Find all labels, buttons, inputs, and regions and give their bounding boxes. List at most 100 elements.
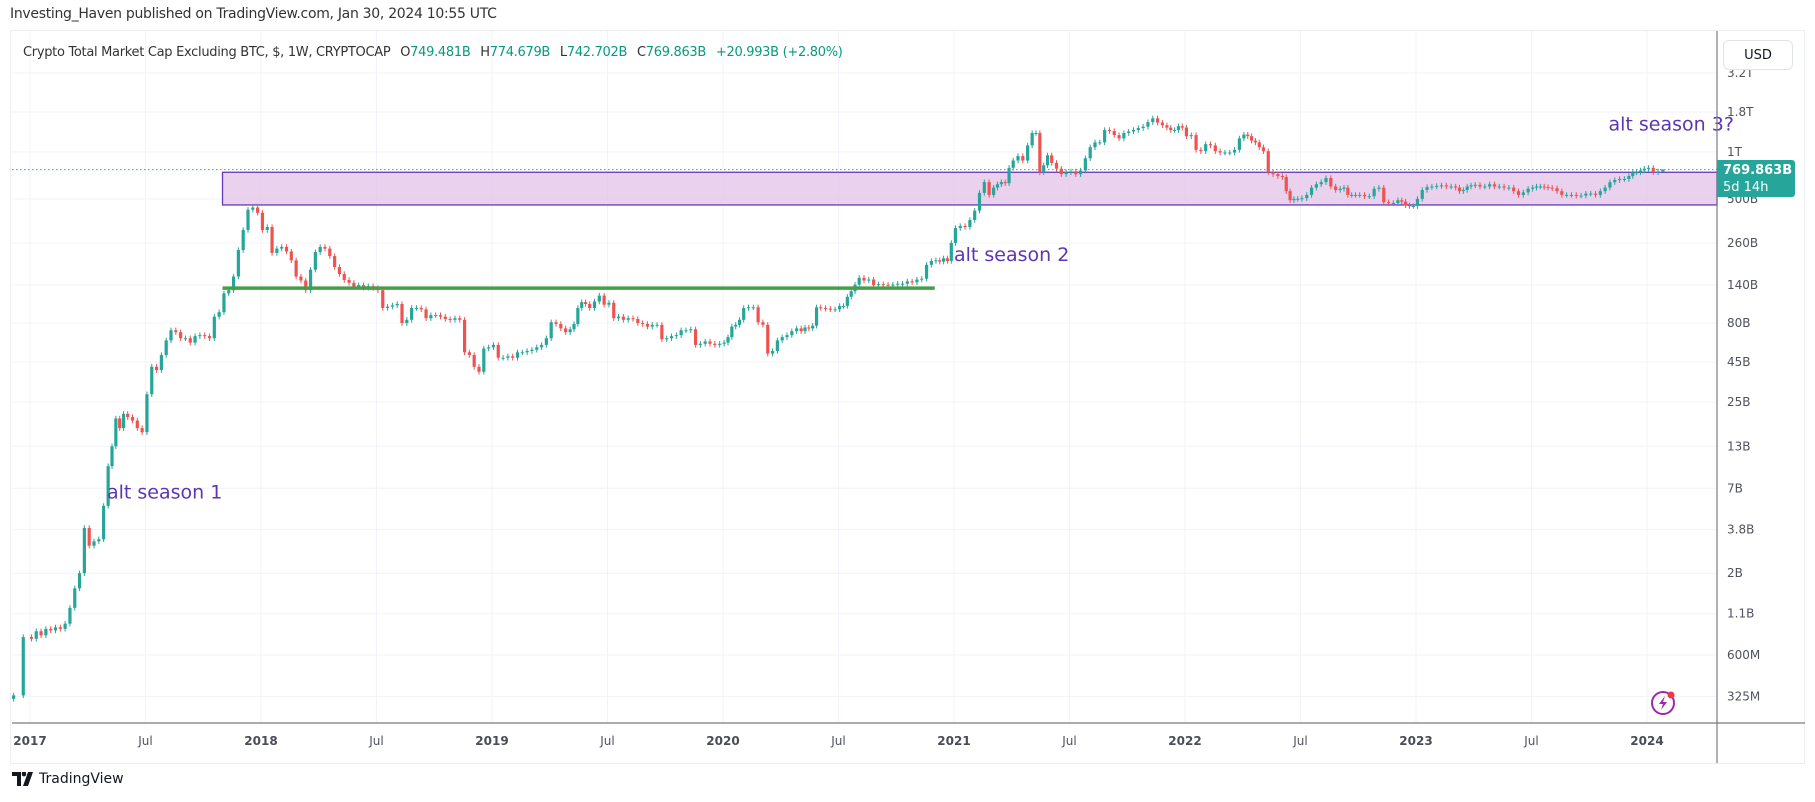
candle-body	[945, 258, 950, 261]
candle-body	[1026, 145, 1030, 161]
candle-body	[1213, 145, 1217, 152]
candle-body	[849, 291, 853, 297]
candle	[21, 634, 25, 699]
candle-body	[636, 318, 640, 324]
candle	[1131, 127, 1136, 135]
candle-body	[1093, 142, 1097, 148]
candle-body	[1194, 135, 1198, 150]
candle-body	[164, 340, 168, 355]
candle-body	[1521, 192, 1525, 195]
candle-body	[905, 281, 909, 284]
candle-body	[1131, 130, 1136, 132]
candle-body	[227, 290, 231, 294]
candle	[544, 335, 548, 348]
candle	[114, 415, 118, 450]
candle	[1350, 192, 1354, 198]
candle	[1638, 167, 1643, 176]
candle	[1074, 168, 1078, 177]
brand-name: TradingView	[39, 771, 124, 787]
candle	[1613, 177, 1617, 185]
candle	[1478, 182, 1482, 190]
candle	[857, 275, 861, 288]
candle-body	[150, 366, 154, 395]
price-tick-label: 7B	[1727, 481, 1743, 495]
candle-body	[1246, 134, 1250, 137]
candle	[323, 244, 327, 252]
candle	[1064, 169, 1068, 177]
candle-body	[1449, 186, 1453, 188]
candle	[1309, 184, 1314, 198]
overlay-lines	[12, 169, 1717, 290]
candle	[1136, 125, 1140, 133]
candle-body	[1034, 133, 1038, 135]
candle	[1093, 139, 1097, 151]
time-tick-label: Jul	[599, 734, 614, 748]
candle-body	[63, 623, 67, 629]
candle-body	[1141, 126, 1145, 129]
candle-body	[1478, 184, 1482, 187]
candle-body	[1165, 125, 1169, 128]
candle-body	[938, 260, 942, 262]
candle	[1603, 184, 1607, 194]
candle-body	[775, 340, 779, 352]
candle-body	[323, 246, 327, 249]
candle-body	[679, 330, 683, 336]
candle	[1617, 176, 1622, 183]
lightning-circle-icon[interactable]	[1651, 691, 1675, 715]
candle	[973, 208, 977, 223]
ohlc-change: +20.993B (+2.80%)	[715, 45, 843, 60]
candle-body	[1338, 188, 1342, 190]
candle-body	[1155, 118, 1160, 123]
candle	[29, 634, 34, 642]
candle-body	[1627, 176, 1631, 180]
candle	[1324, 175, 1328, 185]
candle	[1199, 147, 1203, 154]
candle	[63, 621, 67, 632]
candle	[607, 300, 611, 308]
candle-body	[1054, 162, 1059, 169]
currency-button[interactable]: USD	[1723, 40, 1793, 70]
candle	[602, 292, 606, 308]
candle-body	[1122, 133, 1126, 139]
footer-brand[interactable]: TradingView	[12, 771, 124, 787]
candle	[1261, 144, 1266, 154]
candle	[102, 503, 106, 543]
candle	[496, 342, 500, 361]
candle-body	[1617, 179, 1622, 181]
candle-body	[1250, 136, 1254, 141]
ohlc-high: H774.679B	[480, 45, 551, 60]
candle-body	[1411, 205, 1415, 207]
candle	[795, 325, 799, 334]
candle-body	[1112, 131, 1116, 136]
candle-body	[1232, 149, 1237, 153]
candle-body	[1469, 185, 1473, 187]
candle	[443, 313, 447, 322]
candle-body	[621, 316, 625, 320]
candle	[949, 240, 953, 264]
candle-body	[1457, 187, 1462, 192]
candle-body	[515, 352, 520, 358]
candle-body	[576, 307, 580, 324]
chart-frame	[10, 30, 1805, 764]
candle	[1284, 174, 1288, 194]
candle-body	[1358, 194, 1362, 196]
candle	[1045, 152, 1050, 169]
candle	[511, 353, 515, 361]
candle	[462, 317, 467, 356]
candle-body	[154, 366, 159, 371]
candle	[1521, 189, 1525, 198]
candle	[995, 181, 1000, 191]
candle-body	[845, 296, 849, 306]
candle-body	[97, 539, 101, 542]
candle-body	[1574, 194, 1578, 196]
candle-body	[352, 282, 356, 287]
time-tick-label: Jul	[830, 734, 845, 748]
time-tick-label: Jul	[1292, 734, 1307, 748]
candle	[1565, 192, 1569, 198]
candle	[669, 333, 674, 341]
candle	[482, 345, 486, 375]
candle-body	[1329, 177, 1333, 187]
candle-body	[188, 338, 192, 343]
candle-body	[1045, 155, 1050, 166]
